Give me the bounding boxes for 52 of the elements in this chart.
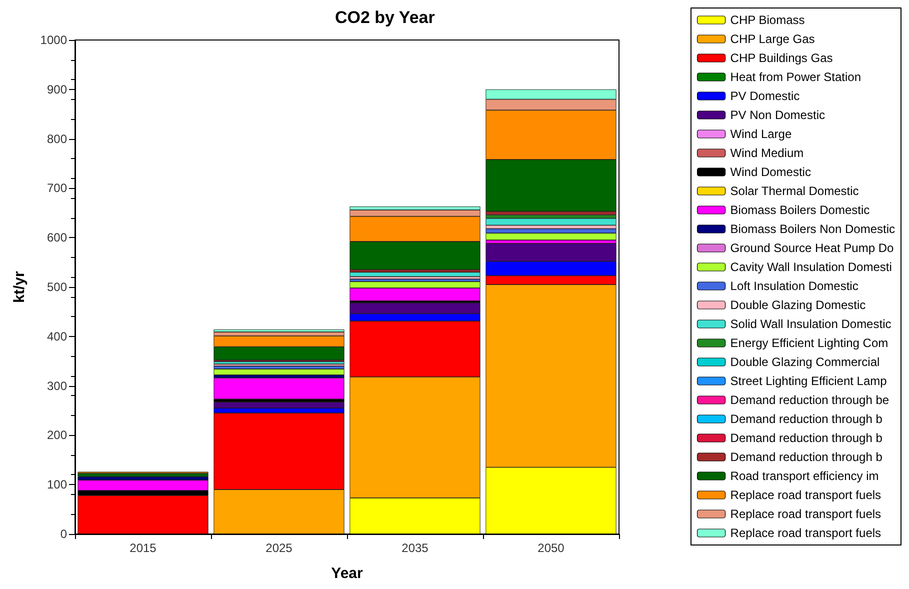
legend-label: Replace road transport fuels	[730, 526, 882, 540]
legend-label: Ground Source Heat Pump Do	[730, 241, 894, 255]
legend-label: Demand reduction through b	[730, 450, 883, 464]
legend-label: Demand reduction through be	[730, 393, 890, 407]
legend-label: Biomass Boilers Non Domestic	[730, 222, 895, 236]
y-tick-label: 600	[46, 230, 68, 245]
y-axis-title: kt/yr	[11, 270, 28, 303]
legend-label: Wind Medium	[730, 146, 804, 160]
legend-label: PV Domestic	[730, 89, 800, 103]
bar	[214, 378, 344, 400]
y-tick-label: 0	[60, 527, 68, 541]
y-tick-label: 800	[46, 132, 68, 146]
x-tick-label: 2035	[402, 541, 429, 555]
bar	[214, 329, 344, 332]
legend-label: Demand reduction through b	[730, 412, 883, 426]
y-tick-label: 700	[46, 181, 68, 196]
y-tick-label: 500	[46, 280, 68, 294]
x-tick-label: 2015	[130, 541, 157, 555]
chart-title: CO2 by Year	[335, 8, 436, 27]
legend-label: Road transport efficiency im	[730, 469, 879, 483]
bar	[350, 272, 480, 277]
bar	[486, 233, 616, 240]
legend-label: Street Lighting Efficient Lamp	[730, 374, 888, 388]
legend-label: Replace road transport fuels	[730, 488, 882, 502]
x-tick-label: 2050	[538, 541, 565, 555]
y-tick-label: 200	[46, 428, 68, 442]
legend-label: Replace road transport fuels	[730, 507, 882, 521]
bar	[214, 369, 344, 375]
legend-label: Solid Wall Insulation Domestic	[730, 317, 892, 331]
legend-label: Loft Insulation Domestic	[730, 279, 858, 293]
legend-label: Solar Thermal Domestic	[730, 184, 859, 198]
legend-label: Wind Domestic	[730, 165, 811, 179]
legend-label: CHP Large Gas	[730, 32, 815, 46]
legend-label: Cavity Wall Insulation Domesti	[730, 260, 892, 274]
y-tick-label: 300	[46, 378, 68, 393]
legend-label: Double Glazing Commercial	[730, 355, 880, 369]
y-tick-label: 1000	[40, 33, 68, 47]
y-tick-label: 100	[46, 478, 68, 492]
x-tick-label: 2025	[266, 541, 293, 555]
legend-label: Biomass Boilers Domestic	[730, 203, 870, 217]
bar	[486, 218, 616, 226]
legend-label: Double Glazing Domestic	[730, 298, 866, 312]
y-tick-label: 400	[46, 329, 68, 344]
legend-label: Demand reduction through b	[730, 431, 883, 445]
legend-label: CHP Biomass	[730, 13, 805, 27]
legend-label: PV Non Domestic	[730, 108, 825, 122]
legend-label: Energy Efficient Lighting Com	[730, 336, 888, 350]
legend-label: Heat from Power Station	[730, 70, 862, 84]
legend-label: Wind Large	[730, 127, 792, 141]
legend-label: CHP Buildings Gas	[730, 51, 833, 65]
y-tick-label: 900	[46, 82, 68, 96]
x-axis-title: Year	[331, 565, 364, 582]
